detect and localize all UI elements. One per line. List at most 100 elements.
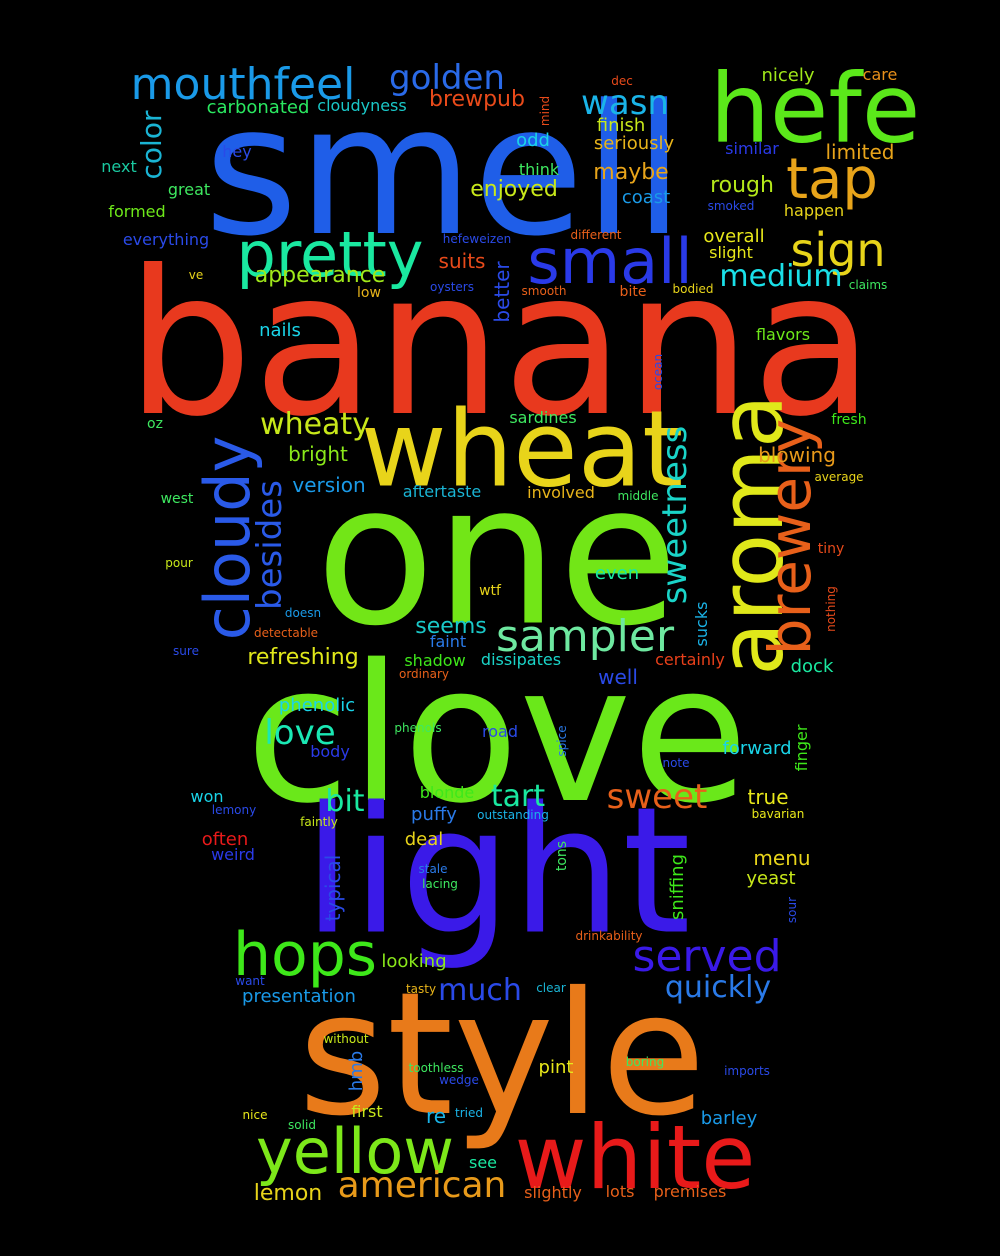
word-menu: menu [753,846,811,870]
word-clove: clove [245,624,749,845]
word-toothless: toothless [408,1061,464,1075]
word-sure: sure [173,644,199,658]
word-premises: premises [653,1182,727,1201]
word-sign: sign [790,223,886,277]
word-medium: medium [719,259,843,294]
word-nicely: nicely [761,65,815,86]
word-coast: coast [621,187,671,208]
word-well: well [598,665,638,689]
word-color: color [135,110,168,180]
word-doesn: doesn [284,606,322,620]
word-low: low [357,285,381,301]
word-bit: bit [325,784,365,819]
word-hey: hey [222,142,252,161]
word-faintly: faintly [300,815,338,829]
word-wedge: wedge [439,1073,479,1087]
word-limited: limited [825,140,895,164]
word-stale: stale [418,862,448,876]
word-dock: dock [790,656,834,677]
word-different: different [570,228,622,242]
word-without: without [323,1032,369,1046]
word-carbonated: carbonated [206,97,310,118]
word-deal: deal [404,829,444,850]
word-ve: ve [188,268,204,282]
word-tasty: tasty [405,982,437,996]
word-boring: boring [625,1055,665,1069]
word-banana: banana [125,228,875,461]
word-body: body [310,742,350,761]
word-phenolic: phenolic [278,695,356,716]
word-sardines: sardines [509,408,577,427]
word-maybe: maybe [593,160,669,185]
word-happen: happen [783,201,845,220]
word-think: think [518,160,560,179]
word-finish: finish [596,115,646,136]
word-mind: mind [538,95,552,127]
word-barley: barley [700,1108,758,1129]
word-overall: overall [703,226,765,247]
word-mouthfeel: mouthfeel [130,59,356,110]
word-quickly: quickly [664,970,772,1005]
word-appearance: appearance [254,263,386,288]
word-phenols: phenols [394,721,442,735]
word-flavors: flavors [755,325,811,344]
word-see: see [468,1153,498,1172]
word-odd: odd [516,130,550,151]
word-lacing: lacing [422,877,458,891]
word-style: style [298,956,706,1154]
word-oysters: oysters [430,280,474,294]
word-pint: pint [538,1057,574,1078]
word-sucks: sucks [692,601,711,647]
word-wtf: wtf [479,583,501,599]
word-spice: spice [555,725,569,757]
word-white: white [514,1106,756,1209]
word-weird: weird [211,845,255,864]
word-care: care [862,65,898,84]
word-imports: imports [724,1064,770,1078]
word-love: love [264,713,336,753]
word-great: great [167,180,211,199]
word-hefe: hefe [709,54,921,165]
word-faint: faint [429,632,467,651]
word-bite: bite [619,284,647,300]
word-slightly: slightly [524,1183,582,1202]
word-light: light [303,770,691,974]
word-american: american [337,1165,507,1206]
word-everything: everything [122,230,210,249]
word-nice: nice [242,1108,268,1122]
word-true: true [747,785,789,809]
word-hops: hops [232,920,378,990]
word-small: small [527,225,693,298]
word-seriously: seriously [593,133,675,154]
word-dissipates: dissipates [480,650,562,669]
word-aftertaste: aftertaste [402,482,482,501]
word-refreshing: refreshing [247,645,359,670]
word-sniffing: sniffing [667,853,688,921]
word-hefeweizen: hefeweizen [442,232,512,246]
word-nothing: nothing [824,586,838,632]
word-involved: involved [527,483,595,502]
word-tons: tons [554,840,570,872]
word-typical: typical [321,854,345,922]
word-wasn: wasn [581,83,669,123]
word-detectable: detectable [253,626,319,640]
word-shadow: shadow [404,651,466,670]
word-bavarian: bavarian [751,807,805,821]
word-besides: besides [250,480,290,610]
word-blowing: blowing [758,443,836,467]
word-claims: claims [848,278,888,292]
word-lots: lots [605,1182,635,1201]
word-smell: smell [204,67,684,276]
word-pretty: pretty [236,218,424,291]
word-next: next [101,157,137,176]
word-one: one [315,441,679,669]
word-fresh: fresh [831,412,867,428]
word-road: road [482,722,518,741]
word-seems: seems [415,614,487,639]
word-tried: tried [455,1106,483,1120]
word-golden: golden [389,58,505,98]
word-tap: tap [786,147,878,212]
word-slight: slight [709,243,753,262]
word-better: better [490,261,514,323]
word-sweet: sweet [606,777,708,817]
